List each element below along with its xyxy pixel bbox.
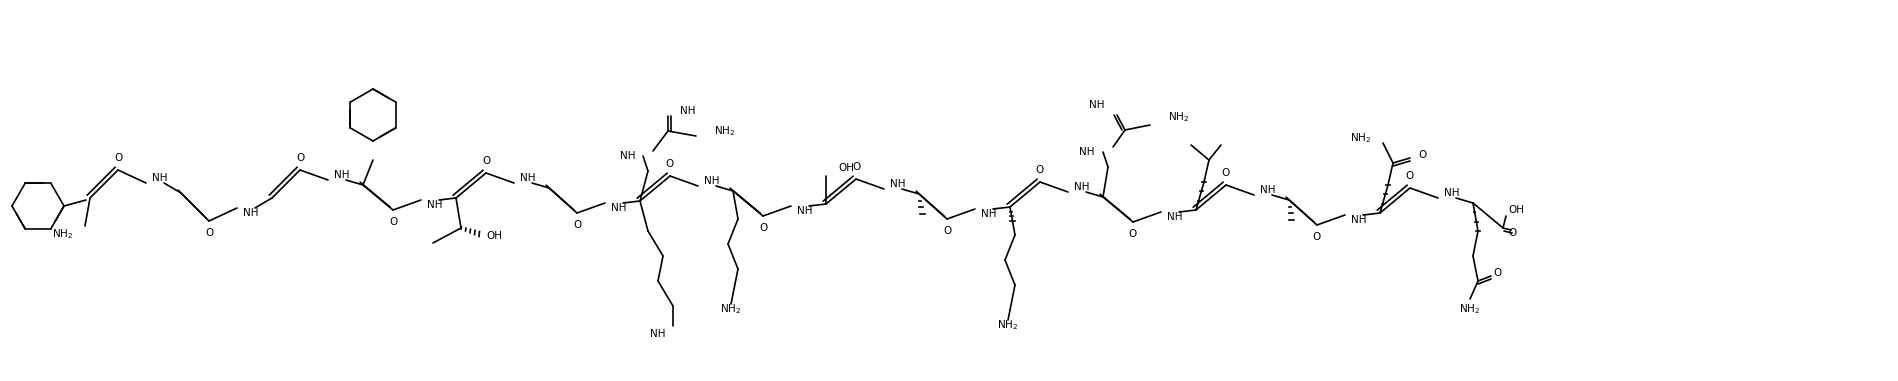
Text: O: O	[573, 220, 581, 230]
Text: NH: NH	[981, 209, 996, 219]
Text: NH: NH	[1444, 188, 1460, 198]
Text: NH$_2$: NH$_2$	[1167, 110, 1190, 124]
Text: NH: NH	[1260, 185, 1275, 195]
Text: NH$_2$: NH$_2$	[1349, 131, 1370, 145]
Text: O: O	[1509, 228, 1517, 238]
Text: O: O	[1420, 150, 1427, 160]
Text: O: O	[482, 156, 490, 166]
Text: NH: NH	[611, 203, 626, 213]
Text: O: O	[666, 159, 674, 169]
Text: O: O	[1129, 229, 1137, 239]
Text: NH$_2$: NH$_2$	[714, 124, 735, 138]
Text: O: O	[389, 217, 397, 227]
Text: NH: NH	[1351, 215, 1367, 225]
Text: NH: NH	[1167, 212, 1182, 222]
Text: O: O	[1222, 168, 1230, 178]
Text: NH: NH	[1089, 100, 1105, 110]
Text: O: O	[1313, 232, 1321, 242]
Text: NH: NH	[797, 206, 812, 216]
Text: OH: OH	[839, 163, 854, 173]
Text: O: O	[1406, 171, 1414, 181]
Text: NH$_2$: NH$_2$	[51, 227, 72, 241]
Text: NH: NH	[649, 329, 664, 339]
Text: NH: NH	[890, 179, 905, 189]
Text: NH: NH	[679, 106, 695, 116]
Text: NH: NH	[1074, 182, 1089, 192]
Text: O: O	[759, 223, 767, 233]
Text: NH: NH	[704, 176, 719, 186]
Text: NH: NH	[152, 173, 167, 183]
Text: OH: OH	[486, 231, 501, 241]
Text: NH$_2$: NH$_2$	[998, 318, 1019, 332]
Text: NH$_2$: NH$_2$	[1460, 302, 1480, 316]
Text: O: O	[852, 162, 860, 172]
Text: O: O	[1494, 268, 1501, 278]
Text: NH: NH	[520, 173, 535, 183]
Text: O: O	[943, 226, 951, 236]
Text: NH: NH	[1080, 147, 1095, 157]
Text: NH: NH	[334, 170, 349, 180]
Text: NH: NH	[427, 200, 442, 210]
Text: NH$_2$: NH$_2$	[721, 302, 742, 316]
Text: O: O	[296, 153, 304, 163]
Text: OH: OH	[1509, 205, 1524, 215]
Text: NH: NH	[243, 208, 258, 218]
Text: O: O	[1036, 165, 1044, 175]
Text: O: O	[205, 228, 213, 238]
Text: O: O	[114, 153, 121, 163]
Text: NH: NH	[619, 151, 636, 161]
